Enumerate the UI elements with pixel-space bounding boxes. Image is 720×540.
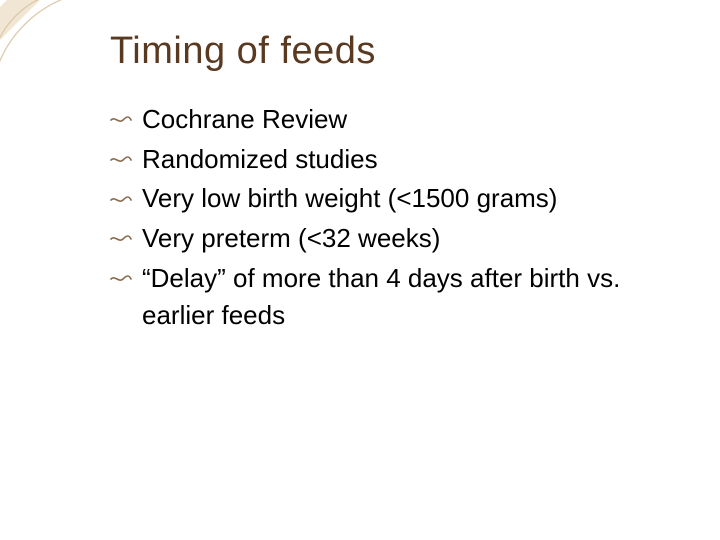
bullet-item: Randomized studies [110,141,670,179]
bullet-item: “Delay” of more than 4 days after birth … [110,260,670,335]
slide-title: Timing of feeds [110,30,670,73]
bullet-item: Very preterm (<32 weeks) [110,220,670,258]
bullet-list: Cochrane Review Randomized studies Very … [110,101,670,335]
bullet-item: Cochrane Review [110,101,670,139]
slide-container: Timing of feeds Cochrane Review Randomiz… [0,0,720,540]
bullet-item: Very low birth weight (<1500 grams) [110,180,670,218]
